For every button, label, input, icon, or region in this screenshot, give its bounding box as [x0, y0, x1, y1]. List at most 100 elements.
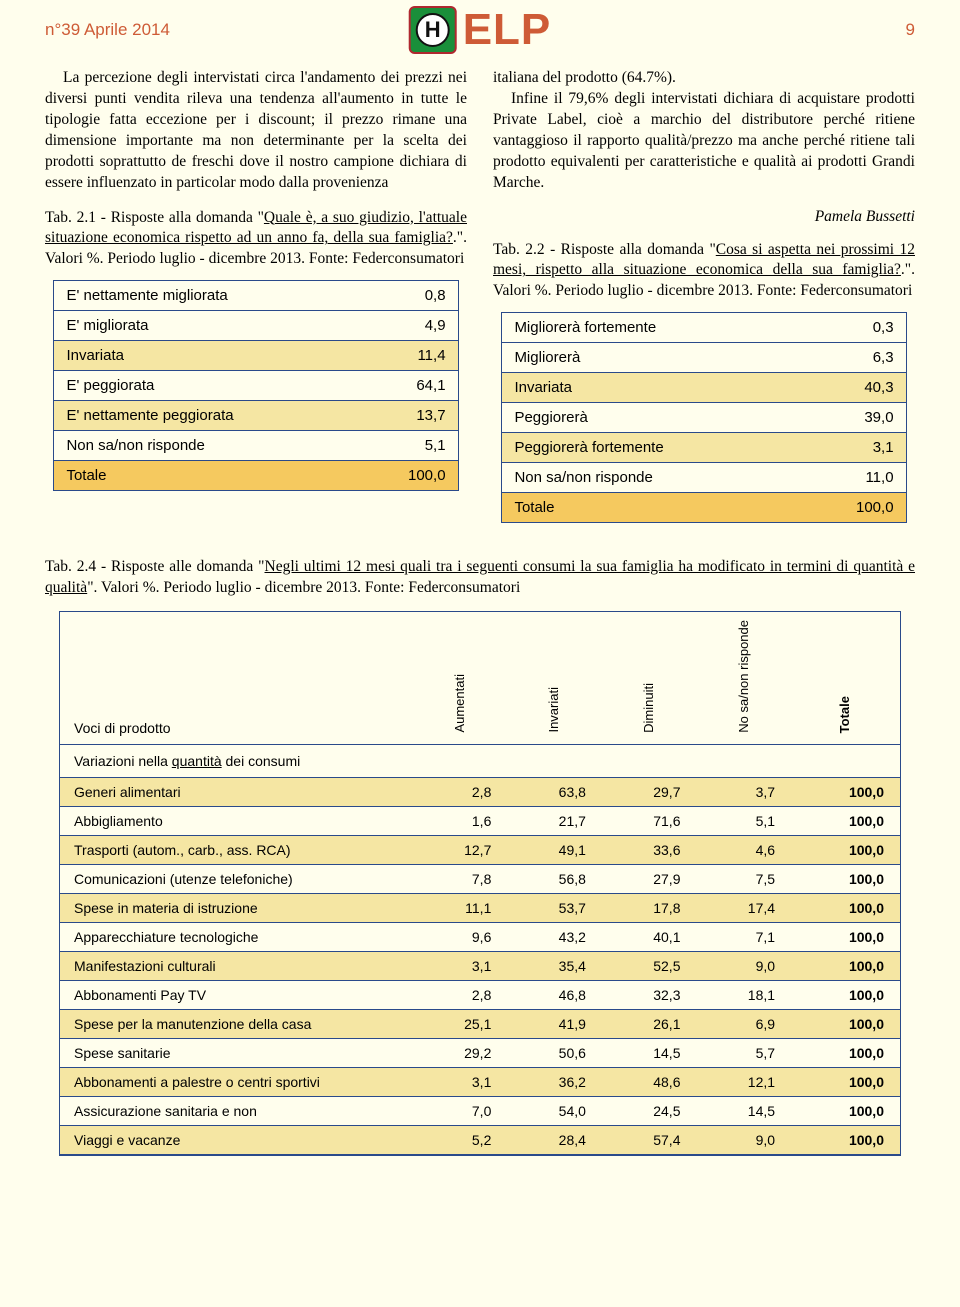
row-value: 14,5 — [602, 1038, 697, 1067]
row-value: 7,5 — [696, 864, 791, 893]
table-row: Comunicazioni (utenze telefoniche)7,856,… — [60, 864, 900, 893]
tab24-col4: No sa/non risponde — [737, 620, 751, 733]
row-value: 36,2 — [507, 1067, 602, 1096]
table-row: E' migliorata4,9 — [54, 311, 458, 341]
row-value: 17,8 — [602, 893, 697, 922]
tab22-table: Migliorerà fortemente0,3Migliorerà6,3Inv… — [501, 312, 906, 523]
row-value: 13,7 — [359, 401, 458, 431]
row-value: 11,1 — [413, 893, 508, 922]
table-row: Apparecchiature tecnologiche9,643,240,17… — [60, 922, 900, 951]
table-row: E' nettamente peggiorata13,7 — [54, 401, 458, 431]
page-header: n°39 Aprile 2014 H ELP 9 — [45, 20, 915, 40]
row-value: 39,0 — [800, 403, 906, 433]
table-row: Migliorerà fortemente0,3 — [502, 313, 906, 343]
tab24-col2: Invariati — [547, 687, 561, 733]
row-value: 46,8 — [507, 980, 602, 1009]
row-value: 1,6 — [413, 806, 508, 835]
row-value: 100,0 — [791, 951, 900, 980]
row-value: 41,9 — [507, 1009, 602, 1038]
tab24-caption: Tab. 2.4 - Risposte alle domanda "Negli … — [45, 557, 915, 599]
row-value: 71,6 — [602, 806, 697, 835]
tab24-col1: Aumentati — [453, 674, 467, 733]
row-value: 100,0 — [791, 1125, 900, 1154]
table-row: Non sa/non risponde11,0 — [502, 463, 906, 493]
row-value: 54,0 — [507, 1096, 602, 1125]
row-value: 64,1 — [359, 371, 458, 401]
row-value: 6,9 — [696, 1009, 791, 1038]
row-value: 100,0 — [791, 864, 900, 893]
row-value: 29,7 — [602, 777, 697, 806]
tab21-caption: Tab. 2.1 - Risposte alla domanda "Quale … — [45, 208, 467, 271]
row-value: 3,1 — [413, 951, 508, 980]
logo: H ELP — [409, 5, 552, 55]
row-label: Abbonamenti a palestre o centri sportivi — [60, 1067, 413, 1096]
row-value: 9,0 — [696, 1125, 791, 1154]
row-label: Migliorerà — [502, 343, 800, 373]
row-value: 100,0 — [791, 922, 900, 951]
row-value: 40,1 — [602, 922, 697, 951]
row-value: 63,8 — [507, 777, 602, 806]
row-value: 24,5 — [602, 1096, 697, 1125]
row-value: 100,0 — [791, 1038, 900, 1067]
row-label: Assicurazione sanitaria e non — [60, 1096, 413, 1125]
row-value: 18,1 — [696, 980, 791, 1009]
row-value: 40,3 — [800, 373, 906, 403]
tab24-table: Voci di prodotto Aumentati Invariati Dim… — [59, 611, 901, 1156]
issue-label: n°39 Aprile 2014 — [45, 20, 170, 40]
table-row: Spese per la manutenzione della casa25,1… — [60, 1009, 900, 1038]
row-value: 7,8 — [413, 864, 508, 893]
tab24-col3: Diminuiti — [642, 683, 656, 733]
row-label: Spese sanitarie — [60, 1038, 413, 1067]
row-value: 100,0 — [791, 1067, 900, 1096]
table-row: Invariata11,4 — [54, 341, 458, 371]
table-row: Manifestazioni culturali3,135,452,59,010… — [60, 951, 900, 980]
row-value: 100,0 — [791, 1009, 900, 1038]
row-label: Generi alimentari — [60, 777, 413, 806]
row-value: 3,1 — [413, 1067, 508, 1096]
row-value: 0,8 — [359, 281, 458, 311]
row-value: 5,1 — [359, 431, 458, 461]
right-paragraph-1: italiana del prodotto (64.7%). — [493, 68, 915, 89]
row-label: Invariata — [502, 373, 800, 403]
row-value: 28,4 — [507, 1125, 602, 1154]
row-value: 11,4 — [359, 341, 458, 371]
row-value: 25,1 — [413, 1009, 508, 1038]
row-value: 5,1 — [696, 806, 791, 835]
tab21-table: E' nettamente migliorata0,8E' migliorata… — [53, 280, 458, 491]
row-label: Spese per la manutenzione della casa — [60, 1009, 413, 1038]
row-value: 0,3 — [800, 313, 906, 343]
table-row: Migliorerà6,3 — [502, 343, 906, 373]
row-label: Viaggi e vacanze — [60, 1125, 413, 1154]
table-row: E' nettamente migliorata0,8 — [54, 281, 458, 311]
row-value: 4,9 — [359, 311, 458, 341]
row-value: 17,4 — [696, 893, 791, 922]
row-value: 4,6 — [696, 835, 791, 864]
table-row: Spese sanitarie29,250,614,55,7100,0 — [60, 1038, 900, 1067]
table-row: Peggiorerà39,0 — [502, 403, 906, 433]
logo-h-icon: H — [416, 13, 450, 47]
row-label: Migliorerà fortemente — [502, 313, 800, 343]
total-row: Totale100,0 — [502, 493, 906, 523]
table-row: Invariata40,3 — [502, 373, 906, 403]
row-value: 49,1 — [507, 835, 602, 864]
row-value: 7,0 — [413, 1096, 508, 1125]
row-label: Trasporti (autom., carb., ass. RCA) — [60, 835, 413, 864]
row-value: 2,8 — [413, 980, 508, 1009]
row-label: Comunicazioni (utenze telefoniche) — [60, 864, 413, 893]
row-label: Apparecchiature tecnologiche — [60, 922, 413, 951]
row-value: 5,7 — [696, 1038, 791, 1067]
row-value: 12,7 — [413, 835, 508, 864]
row-value: 7,1 — [696, 922, 791, 951]
page-number: 9 — [906, 20, 915, 40]
table-row: Assicurazione sanitaria e non7,054,024,5… — [60, 1096, 900, 1125]
total-label: Totale — [54, 461, 359, 491]
row-value: 100,0 — [791, 980, 900, 1009]
row-value: 50,6 — [507, 1038, 602, 1067]
tab24-col0: Voci di prodotto — [60, 612, 413, 744]
row-label: Invariata — [54, 341, 359, 371]
row-label: E' nettamente migliorata — [54, 281, 359, 311]
author-name: Pamela Bussetti — [493, 208, 915, 226]
row-value: 14,5 — [696, 1096, 791, 1125]
row-value: 52,5 — [602, 951, 697, 980]
row-value: 56,8 — [507, 864, 602, 893]
